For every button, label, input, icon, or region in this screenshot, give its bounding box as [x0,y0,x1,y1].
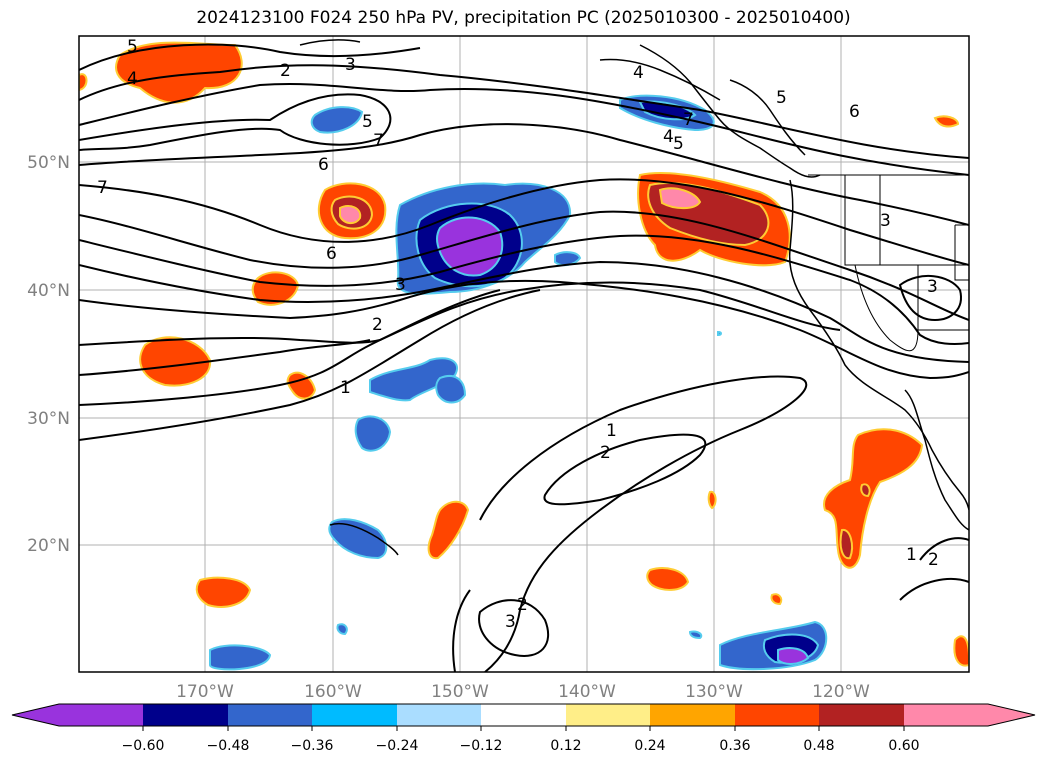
contour-label: 4 [663,127,674,147]
contour-label: 3 [505,612,516,632]
precip-negative [209,94,828,671]
contour-label: 7 [683,110,694,130]
colorbar-segment [143,704,228,726]
lat-label: 40°N [27,281,70,301]
contour-label: 3 [927,277,938,297]
state-borders [808,174,969,352]
colorbar-tick-label: −0.24 [376,738,419,754]
contour-label: 1 [340,378,351,398]
map-background [79,36,969,672]
colorbar-tick-label: 0.12 [550,738,581,754]
lon-label: 120°W [812,682,870,702]
colorbar-tick-label: 0.36 [719,738,750,754]
contour-label: 3 [395,275,406,295]
map-title: 2024123100 F024 250 hPa PV, precipitatio… [196,8,851,28]
lon-label: 150°W [431,682,489,702]
contour-label: 5 [127,37,138,57]
contour-label: 7 [97,178,108,198]
colorbar-segment [481,704,566,726]
colorbar-segment [819,704,904,726]
contour-label: 5 [776,88,787,108]
colorbar-segment [397,704,481,726]
contour-label: 2 [372,315,383,335]
colorbar-segment [228,704,312,726]
precip-positive [79,41,969,667]
colorbar-tick-label: 0.24 [634,738,665,754]
lon-label: 130°W [685,682,743,702]
lon-label: 160°W [304,682,362,702]
lon-axis-labels: 170°W 160°W 150°W 140°W 130°W 120°W [176,682,870,702]
coastlines [299,39,969,556]
pv-contours [79,43,969,672]
lat-axis-labels: 50°N 40°N 30°N 20°N [27,153,70,556]
contour-label-group: 5 4 2 3 5 6 6 7 6 7 3 2 1 1 2 2 3 3 3 1 … [97,37,939,632]
lat-label: 50°N [27,153,70,173]
colorbar-segment [904,704,1035,726]
contour-label: 3 [880,211,891,231]
colorbar-segment [312,704,397,726]
contour-label: 5 [362,112,373,132]
contour-label: 5 [673,134,684,154]
colorbar-ticks [142,726,905,731]
map-frame [78,35,970,673]
contour-label: 2 [280,61,291,81]
contour-label: 2 [600,443,611,463]
contour-label: 1 [906,545,917,565]
colorbar-segment [735,704,819,726]
contour-label: 6 [326,244,337,264]
contour-label: 3 [345,55,356,75]
colorbar-tick-label: −0.36 [291,738,334,754]
colorbar-segments [11,703,1036,727]
contour-label: 7 [373,131,384,151]
contour-label: 6 [849,102,860,122]
lat-label: 30°N [27,409,70,429]
contour-label: 6 [318,155,329,175]
contour-label: 1 [606,421,617,441]
contour-label: 4 [633,63,644,83]
lon-label: 170°W [176,682,234,702]
lat-label: 20°N [27,536,70,556]
colorbar-tick-label: 0.60 [888,738,919,754]
colorbar-tick-labels: −0.60 −0.48 −0.36 −0.24 −0.12 0.12 0.24 … [122,738,920,754]
colorbar-tick-label: −0.12 [460,738,503,754]
contour-label: 4 [127,69,138,89]
contour-label: 2 [928,550,939,570]
colorbar-outline [11,703,1036,727]
colorbar-segment [650,704,735,726]
colorbar-tick-label: −0.48 [207,738,250,754]
colorbar-tick-label: −0.60 [122,738,165,754]
contour-label: 2 [517,595,528,615]
colorbar-tick-label: 0.48 [803,738,834,754]
colorbar-segment [566,704,650,726]
lon-label: 140°W [558,682,616,702]
colorbar-segment [12,704,143,726]
